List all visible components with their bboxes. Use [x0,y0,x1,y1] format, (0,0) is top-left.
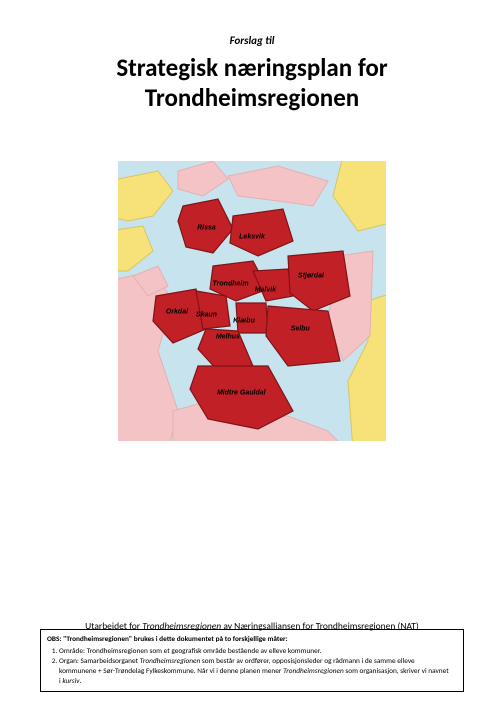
obs-box: OBS: "Trondheimsregionen" brukes i dette… [40,629,464,692]
map-svg [118,161,386,441]
title-line-2: Trondheimsregionen [145,82,359,113]
region-map: RissaLeksvikTrondheimMalvikStjørdalOrkda… [118,161,386,441]
title-line-1: Strategisk næringsplan for [116,52,387,83]
document-page: Forslag til Strategisk næringsplan for T… [40,34,464,692]
obs-item-1: Område: Trondheimsregionen som et geogra… [59,646,457,656]
overtitle: Forslag til [40,34,464,47]
obs2-em1: Trondheimsregionen [140,656,201,665]
obs2-em3: kursiv [62,676,79,685]
obs-heading: OBS: "Trondheimsregionen" brukes i dette… [47,634,288,643]
obs2-end: . [80,676,82,685]
obs2-pre: Organ: Samarbeidsorganet [59,656,140,665]
obs-list: Område: Trondheimsregionen som et geogra… [59,646,457,686]
page-title: Strategisk næringsplan for Trondheimsreg… [40,53,464,113]
obs-item-2: Organ: Samarbeidsorganet Trondheimsregio… [59,656,457,686]
obs2-em2: Trondheimsregionen [283,666,344,675]
